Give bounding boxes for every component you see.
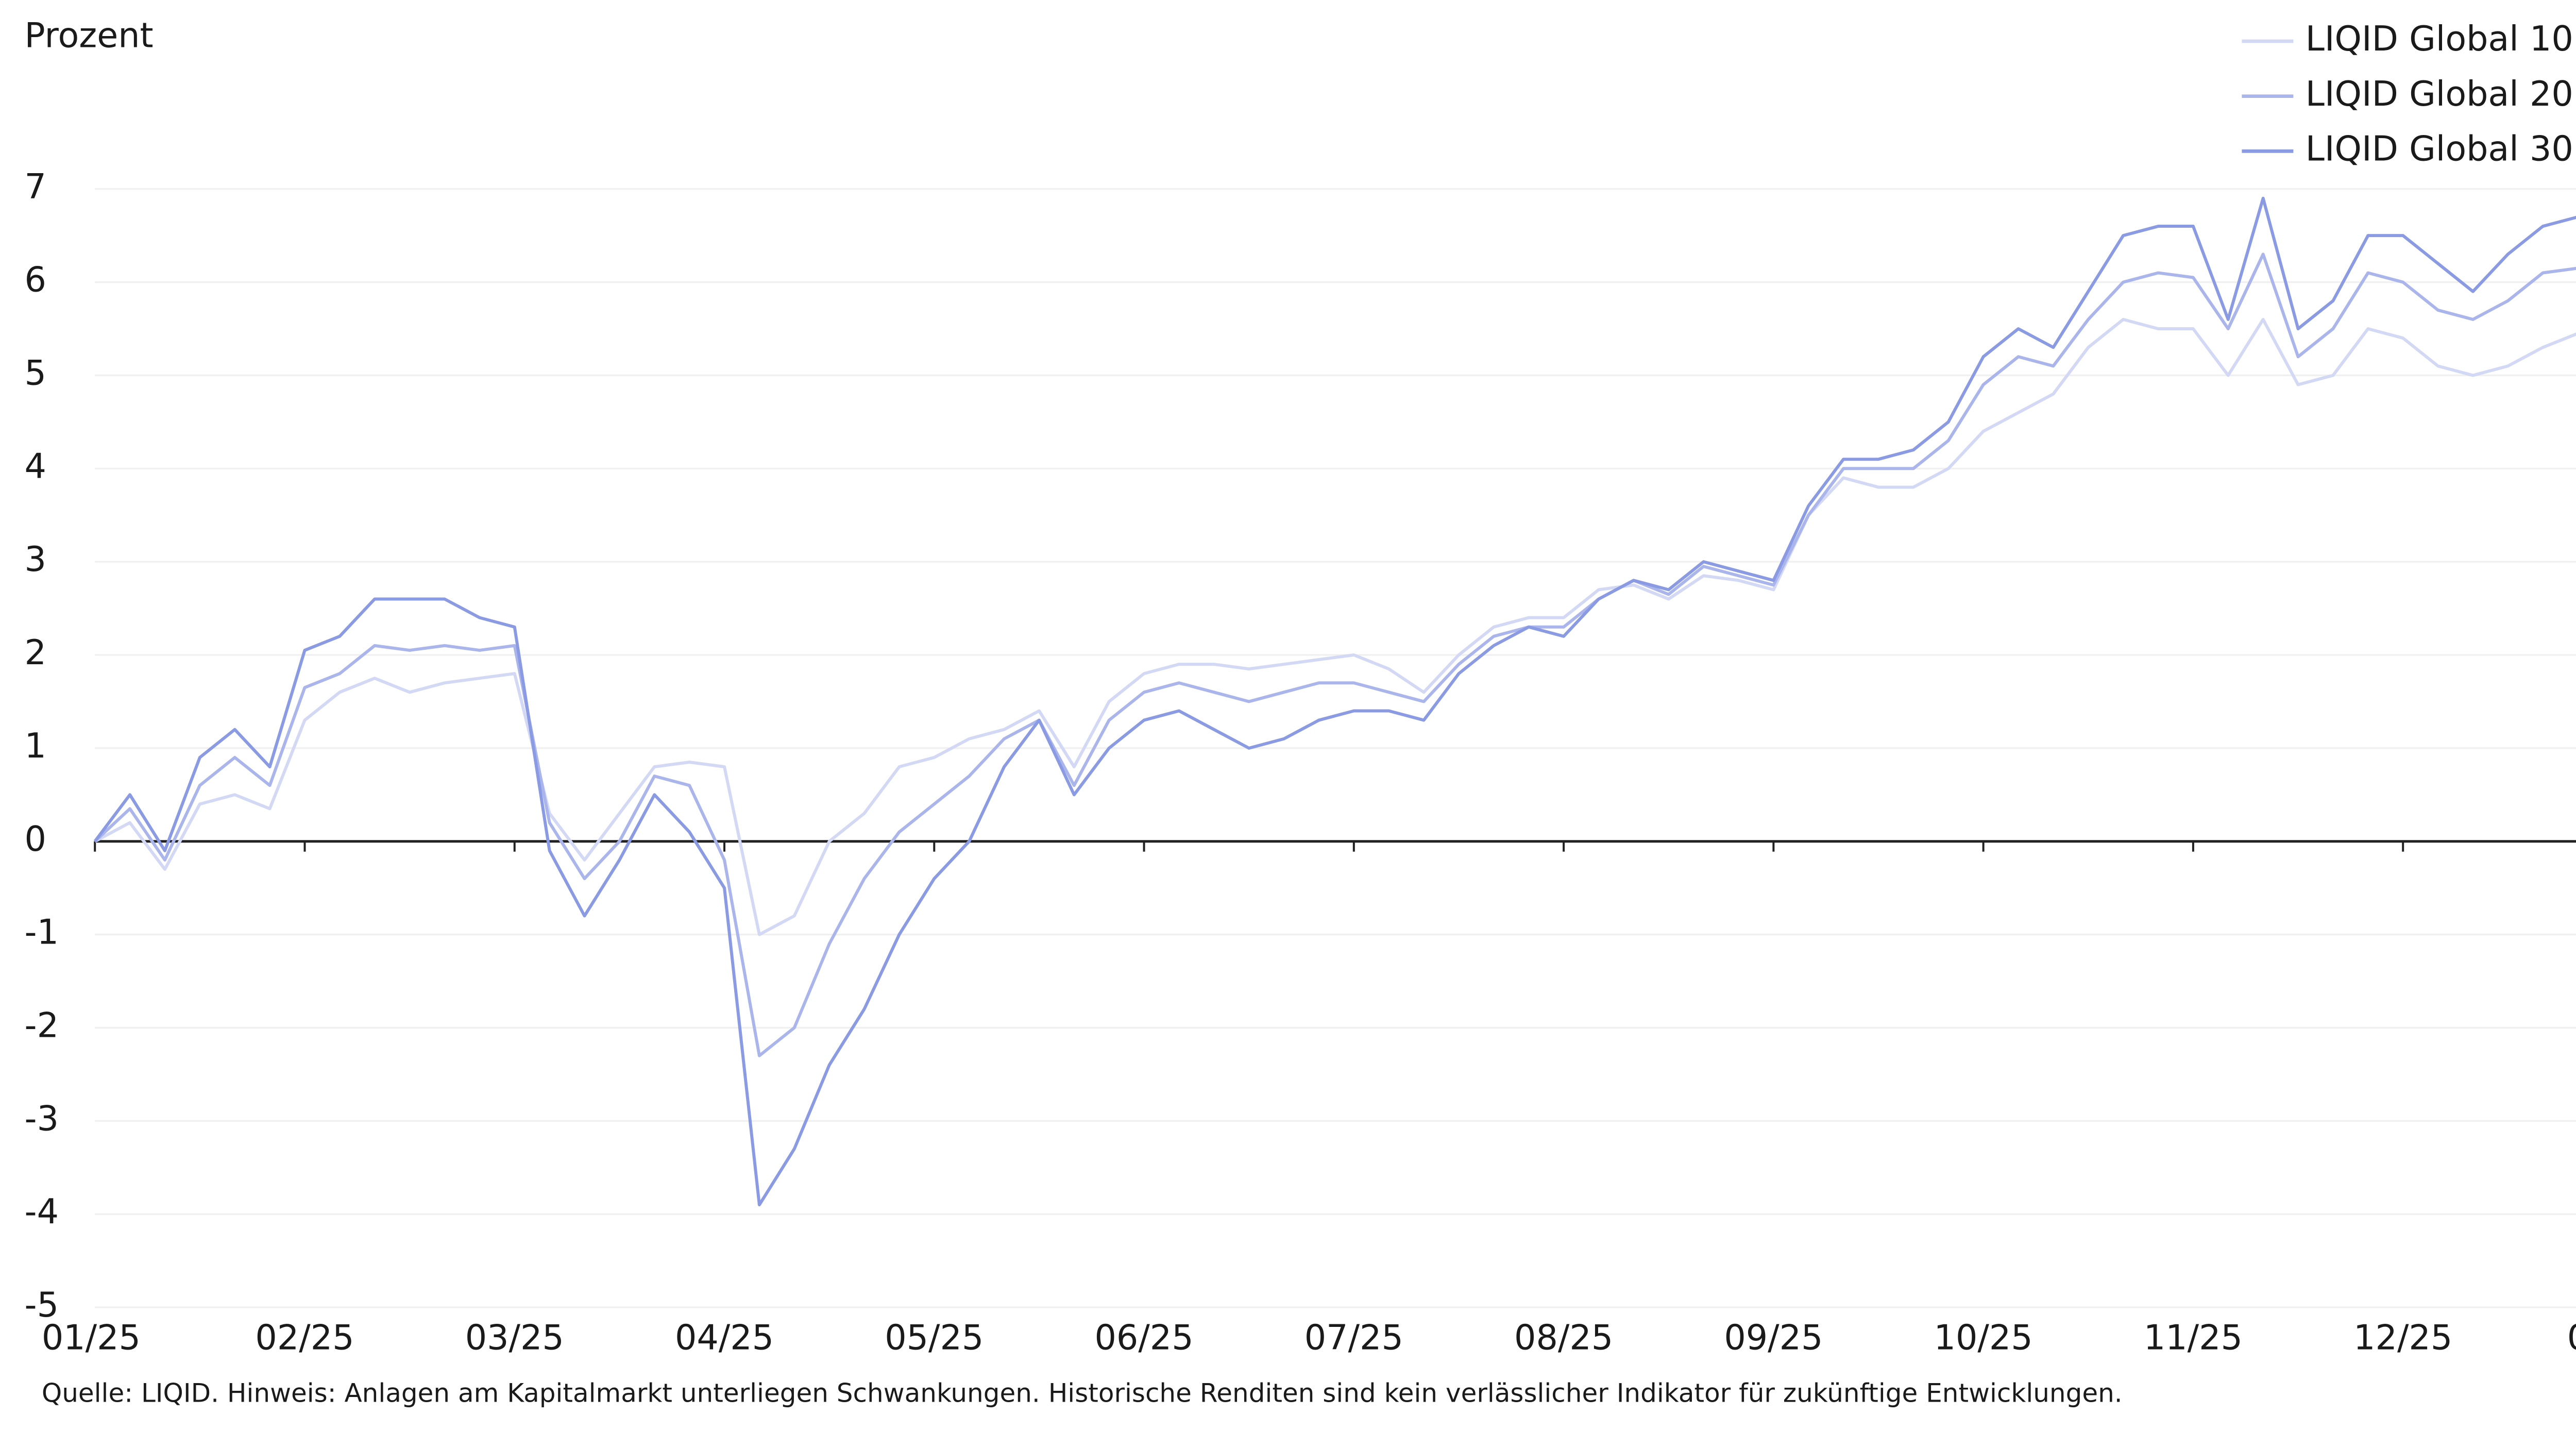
y-tick-label: 3 bbox=[25, 539, 46, 579]
y-tick-label: 6 bbox=[25, 260, 46, 300]
x-tick-label: 12/25 bbox=[2353, 1317, 2452, 1357]
x-tick-label: 06/25 bbox=[1095, 1317, 1194, 1357]
series-line bbox=[94, 252, 2576, 1057]
y-tick-label: -2 bbox=[25, 1005, 59, 1045]
x-tick-label: 01/26 bbox=[2567, 1317, 2576, 1357]
legend-label: LIQID Global 30 bbox=[2306, 128, 2573, 169]
x-tick-label: 03/25 bbox=[465, 1317, 564, 1357]
series-line bbox=[93, 196, 2576, 1207]
y-tick-label: 7 bbox=[25, 166, 46, 207]
x-tick-label: 07/25 bbox=[1304, 1317, 1403, 1357]
x-tick-label: 08/25 bbox=[1514, 1317, 1613, 1357]
x-tick-label: 01/25 bbox=[42, 1317, 141, 1357]
x-tick-label: 05/25 bbox=[885, 1317, 984, 1357]
y-tick-label: 1 bbox=[25, 726, 46, 766]
y-tick-label: -3 bbox=[25, 1098, 59, 1138]
series-line bbox=[94, 317, 2576, 936]
y-axis-title: Prozent bbox=[25, 15, 154, 55]
x-tick-label: 09/25 bbox=[1724, 1317, 1823, 1357]
legend-label: LIQID Global 10 bbox=[2306, 19, 2573, 59]
y-tick-label: -4 bbox=[25, 1191, 59, 1232]
x-tick-label: 11/25 bbox=[2144, 1317, 2243, 1357]
y-tick-label: 2 bbox=[25, 632, 46, 672]
y-tick-label: 0 bbox=[25, 819, 46, 859]
y-tick-label: -1 bbox=[25, 912, 59, 952]
x-tick-label: 02/25 bbox=[255, 1317, 354, 1357]
x-tick-label: 04/25 bbox=[675, 1317, 774, 1357]
legend-label: LIQID Global 20 bbox=[2306, 74, 2573, 114]
y-tick-label: -5 bbox=[25, 1285, 59, 1325]
x-tick-label: 10/25 bbox=[1934, 1317, 2033, 1357]
source-note: Quelle: LIQID. Hinweis: Anlagen am Kapit… bbox=[42, 1378, 2123, 1408]
y-tick-label: 5 bbox=[25, 352, 46, 393]
y-tick-label: 4 bbox=[25, 446, 46, 486]
